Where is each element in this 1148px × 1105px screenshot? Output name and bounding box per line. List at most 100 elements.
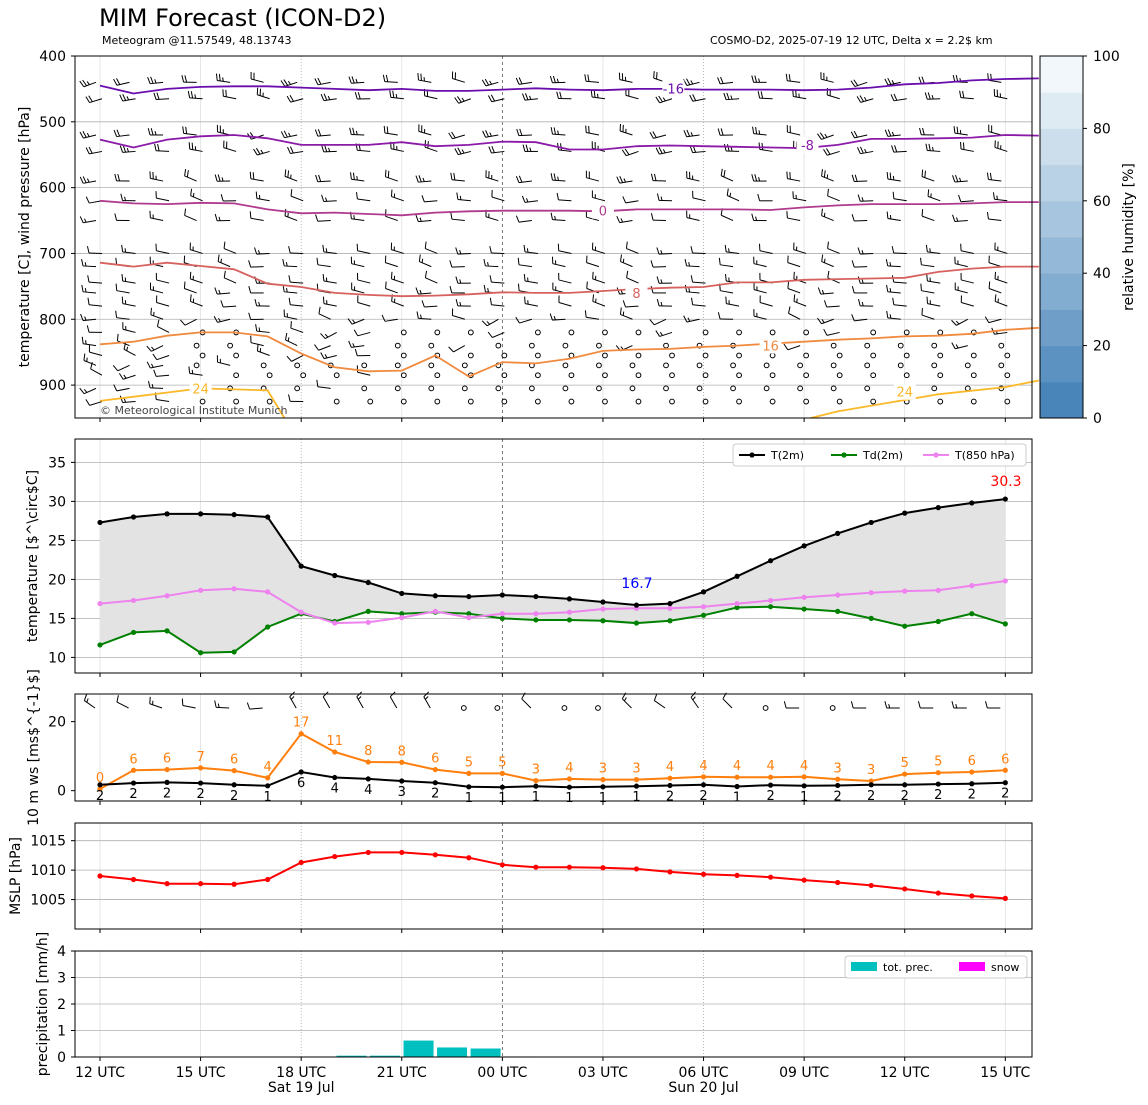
barb-flag <box>185 126 188 134</box>
barb-staff <box>317 220 331 222</box>
barb-staff <box>826 331 840 336</box>
wind-barb <box>763 385 770 392</box>
gust-value-label: 4 <box>565 761 573 776</box>
wind-barb <box>921 308 935 320</box>
wind-barb <box>669 372 675 379</box>
barb-flag <box>517 257 520 265</box>
barb-flag <box>817 133 822 140</box>
surface-wind-barb <box>951 701 967 709</box>
wind-barb <box>434 329 441 336</box>
legend-swatch <box>959 962 985 971</box>
barb-flag <box>788 74 791 82</box>
barb-flag <box>315 214 319 222</box>
wind-barb <box>998 342 1005 349</box>
wind-barb <box>467 352 474 359</box>
barb-flag <box>457 147 462 155</box>
barb-staff <box>424 200 438 203</box>
barb-flag <box>85 196 90 204</box>
series-mean-wind-marker <box>667 782 673 789</box>
isotherm-line <box>99 199 1039 217</box>
wind-barb <box>146 361 164 369</box>
wind-barb <box>619 307 633 320</box>
barb-staff <box>558 149 572 152</box>
series-gust-marker <box>969 769 975 775</box>
barb-flag <box>421 195 425 203</box>
barb-staff <box>88 281 103 284</box>
wind-barb <box>467 329 474 336</box>
barb-staff <box>860 252 874 255</box>
barb-flag <box>81 336 84 344</box>
isotherm-label-bg <box>591 202 614 219</box>
min-temperature-label: 16.7 <box>621 576 652 592</box>
mean-wind-value-label: 1 <box>532 790 540 805</box>
wind-barb <box>890 93 907 102</box>
barb-flag <box>653 173 657 181</box>
barb-staff <box>960 250 974 254</box>
barb-flag <box>927 189 930 197</box>
barb-staff <box>149 703 163 709</box>
wind-barb <box>919 127 935 136</box>
isotherm-label: 24 <box>192 382 209 397</box>
barb-flag <box>116 78 121 85</box>
series-mslp-marker <box>969 893 975 899</box>
wind-barb <box>691 297 706 307</box>
barb-staff <box>726 98 740 101</box>
wind-barb <box>181 75 197 83</box>
wind-barb <box>455 247 471 255</box>
wind-barb <box>626 270 639 284</box>
barb-flag <box>385 74 389 82</box>
surface-wind-barb <box>116 695 129 709</box>
barb-staff <box>524 200 538 203</box>
wind-barb <box>400 372 407 379</box>
wind-barb <box>702 372 709 379</box>
barb-flag <box>113 78 118 86</box>
barb-half-flag <box>996 195 998 200</box>
mean-wind-value-label: 2 <box>96 789 104 804</box>
wind-barb <box>557 243 572 254</box>
gust-value-label: 6 <box>163 752 171 767</box>
barb-half-flag <box>194 94 197 99</box>
barb-staff <box>722 698 733 709</box>
barb-flag <box>952 74 956 82</box>
barb-flag <box>253 148 258 156</box>
wind-barb <box>857 194 874 202</box>
barb-flag <box>454 97 460 104</box>
barb-staff <box>89 304 103 307</box>
wind-barb <box>696 362 703 369</box>
wind-barb <box>556 91 572 100</box>
barb-flag <box>418 254 421 262</box>
y-tick-label: 15 <box>48 611 66 627</box>
barb-staff <box>418 220 432 223</box>
barb-half-flag <box>83 389 88 393</box>
wind-barb <box>585 170 600 182</box>
y-tick-label: 35 <box>48 455 66 471</box>
barb-flag <box>521 195 526 203</box>
barb-flag <box>450 212 453 220</box>
wind-barb <box>584 310 600 320</box>
barb-flag <box>686 129 691 137</box>
wind-barb <box>454 147 471 156</box>
barb-half-flag <box>352 343 355 348</box>
series-gust-marker <box>700 774 707 780</box>
wind-barb <box>616 215 633 224</box>
barb-flag <box>215 73 218 81</box>
barb-flag <box>821 169 823 177</box>
wind-barb <box>998 362 1005 369</box>
barb-flag <box>485 130 489 137</box>
precipitation-legend <box>844 955 1028 979</box>
series-gust-marker <box>164 766 170 773</box>
wind-barb <box>400 329 407 336</box>
barb-flag <box>894 145 898 153</box>
max-temperature-label: 30.3 <box>990 474 1021 490</box>
y-tick-label: 900 <box>39 378 66 394</box>
barb-half-flag <box>929 248 931 253</box>
barb-flag <box>986 172 989 180</box>
barb-staff <box>89 150 103 155</box>
wind-barb <box>562 385 569 392</box>
series-td2m-marker <box>768 604 774 610</box>
barb-flag <box>356 191 358 200</box>
series-t850-marker <box>566 609 573 615</box>
series-t850-marker <box>734 600 740 607</box>
wind-barb <box>222 89 237 100</box>
barb-flag <box>80 313 84 321</box>
